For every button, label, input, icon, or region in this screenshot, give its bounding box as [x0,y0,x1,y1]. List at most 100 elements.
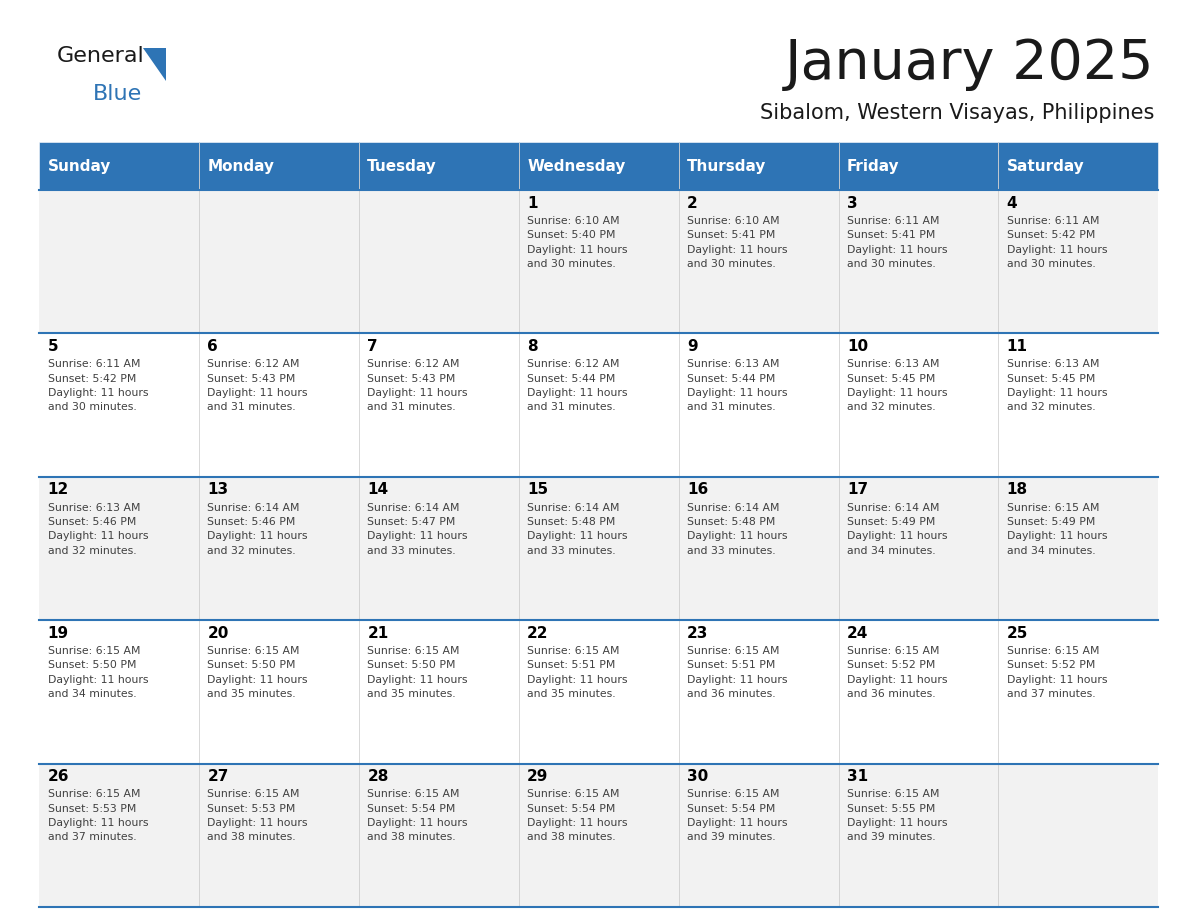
Text: Friday: Friday [847,159,899,174]
Text: 25: 25 [1006,626,1028,641]
Text: Sunrise: 6:13 AM
Sunset: 5:45 PM
Daylight: 11 hours
and 32 minutes.: Sunrise: 6:13 AM Sunset: 5:45 PM Dayligh… [847,359,947,412]
Bar [678,621,839,764]
Bar [519,476,678,621]
Bar [678,764,839,907]
Text: Sunrise: 6:11 AM
Sunset: 5:42 PM
Daylight: 11 hours
and 30 minutes.: Sunrise: 6:11 AM Sunset: 5:42 PM Dayligh… [1006,216,1107,269]
Bar [839,142,998,190]
Text: 12: 12 [48,482,69,498]
Text: 10: 10 [847,339,868,354]
Bar [200,333,359,476]
Bar [200,190,359,333]
Text: Sunrise: 6:14 AM
Sunset: 5:49 PM
Daylight: 11 hours
and 34 minutes.: Sunrise: 6:14 AM Sunset: 5:49 PM Dayligh… [847,502,947,555]
Text: 13: 13 [208,482,228,498]
Bar [39,764,200,907]
Text: 24: 24 [847,626,868,641]
Bar [519,333,678,476]
Text: Sunrise: 6:14 AM
Sunset: 5:48 PM
Daylight: 11 hours
and 33 minutes.: Sunrise: 6:14 AM Sunset: 5:48 PM Dayligh… [687,502,788,555]
Bar [839,333,998,476]
Text: Sunday: Sunday [48,159,110,174]
Text: 2: 2 [687,196,697,210]
Text: Sunrise: 6:13 AM
Sunset: 5:46 PM
Daylight: 11 hours
and 32 minutes.: Sunrise: 6:13 AM Sunset: 5:46 PM Dayligh… [48,502,148,555]
Text: 22: 22 [527,626,549,641]
Text: 27: 27 [208,769,229,784]
Text: Blue: Blue [93,84,141,105]
Text: 21: 21 [367,626,388,641]
Bar [678,333,839,476]
Text: Sunrise: 6:11 AM
Sunset: 5:41 PM
Daylight: 11 hours
and 30 minutes.: Sunrise: 6:11 AM Sunset: 5:41 PM Dayligh… [847,216,947,269]
Bar [39,476,200,621]
Text: Sunrise: 6:15 AM
Sunset: 5:51 PM
Daylight: 11 hours
and 35 minutes.: Sunrise: 6:15 AM Sunset: 5:51 PM Dayligh… [527,646,627,700]
Text: 8: 8 [527,339,538,354]
Bar [519,142,678,190]
Text: Sunrise: 6:15 AM
Sunset: 5:50 PM
Daylight: 11 hours
and 35 minutes.: Sunrise: 6:15 AM Sunset: 5:50 PM Dayligh… [367,646,468,700]
Text: 31: 31 [847,769,868,784]
Bar [678,142,839,190]
Bar [39,333,200,476]
Bar [839,190,998,333]
Text: Sunrise: 6:15 AM
Sunset: 5:53 PM
Daylight: 11 hours
and 38 minutes.: Sunrise: 6:15 AM Sunset: 5:53 PM Dayligh… [208,789,308,843]
Bar [839,621,998,764]
Bar [359,190,519,333]
Text: Sunrise: 6:14 AM
Sunset: 5:46 PM
Daylight: 11 hours
and 32 minutes.: Sunrise: 6:14 AM Sunset: 5:46 PM Dayligh… [208,502,308,555]
Text: 15: 15 [527,482,548,498]
Text: 9: 9 [687,339,697,354]
Text: General: General [57,46,145,66]
Text: Sunrise: 6:15 AM
Sunset: 5:54 PM
Daylight: 11 hours
and 38 minutes.: Sunrise: 6:15 AM Sunset: 5:54 PM Dayligh… [367,789,468,843]
Text: Wednesday: Wednesday [527,159,626,174]
Text: Sunrise: 6:15 AM
Sunset: 5:50 PM
Daylight: 11 hours
and 35 minutes.: Sunrise: 6:15 AM Sunset: 5:50 PM Dayligh… [208,646,308,700]
Text: 16: 16 [687,482,708,498]
Text: 29: 29 [527,769,549,784]
Bar [839,764,998,907]
Text: 3: 3 [847,196,858,210]
Text: 30: 30 [687,769,708,784]
Bar [359,333,519,476]
Text: Sunrise: 6:11 AM
Sunset: 5:42 PM
Daylight: 11 hours
and 30 minutes.: Sunrise: 6:11 AM Sunset: 5:42 PM Dayligh… [48,359,148,412]
Text: Sunrise: 6:15 AM
Sunset: 5:53 PM
Daylight: 11 hours
and 37 minutes.: Sunrise: 6:15 AM Sunset: 5:53 PM Dayligh… [48,789,148,843]
Text: Sunrise: 6:13 AM
Sunset: 5:45 PM
Daylight: 11 hours
and 32 minutes.: Sunrise: 6:13 AM Sunset: 5:45 PM Dayligh… [1006,359,1107,412]
Text: Sunrise: 6:12 AM
Sunset: 5:43 PM
Daylight: 11 hours
and 31 minutes.: Sunrise: 6:12 AM Sunset: 5:43 PM Dayligh… [367,359,468,412]
Bar [200,476,359,621]
Text: Sunrise: 6:12 AM
Sunset: 5:43 PM
Daylight: 11 hours
and 31 minutes.: Sunrise: 6:12 AM Sunset: 5:43 PM Dayligh… [208,359,308,412]
Bar [39,142,200,190]
Text: January 2025: January 2025 [785,37,1155,91]
Text: Sunrise: 6:15 AM
Sunset: 5:49 PM
Daylight: 11 hours
and 34 minutes.: Sunrise: 6:15 AM Sunset: 5:49 PM Dayligh… [1006,502,1107,555]
Text: Sunrise: 6:14 AM
Sunset: 5:47 PM
Daylight: 11 hours
and 33 minutes.: Sunrise: 6:14 AM Sunset: 5:47 PM Dayligh… [367,502,468,555]
Text: Thursday: Thursday [687,159,766,174]
Bar [39,621,200,764]
Text: Saturday: Saturday [1006,159,1085,174]
Text: 14: 14 [367,482,388,498]
Text: 1: 1 [527,196,538,210]
Text: Sunrise: 6:15 AM
Sunset: 5:54 PM
Daylight: 11 hours
and 38 minutes.: Sunrise: 6:15 AM Sunset: 5:54 PM Dayligh… [527,789,627,843]
Bar [200,764,359,907]
Bar [519,621,678,764]
Text: Sunrise: 6:12 AM
Sunset: 5:44 PM
Daylight: 11 hours
and 31 minutes.: Sunrise: 6:12 AM Sunset: 5:44 PM Dayligh… [527,359,627,412]
Text: 4: 4 [1006,196,1017,210]
Text: 7: 7 [367,339,378,354]
Text: 23: 23 [687,626,708,641]
Text: 28: 28 [367,769,388,784]
Text: Sunrise: 6:15 AM
Sunset: 5:51 PM
Daylight: 11 hours
and 36 minutes.: Sunrise: 6:15 AM Sunset: 5:51 PM Dayligh… [687,646,788,700]
Text: 6: 6 [208,339,219,354]
Text: Sunrise: 6:15 AM
Sunset: 5:55 PM
Daylight: 11 hours
and 39 minutes.: Sunrise: 6:15 AM Sunset: 5:55 PM Dayligh… [847,789,947,843]
Bar [998,764,1158,907]
Bar [359,476,519,621]
Bar [998,621,1158,764]
Bar [998,476,1158,621]
Text: Sunrise: 6:15 AM
Sunset: 5:54 PM
Daylight: 11 hours
and 39 minutes.: Sunrise: 6:15 AM Sunset: 5:54 PM Dayligh… [687,789,788,843]
Text: Monday: Monday [208,159,274,174]
Text: 26: 26 [48,769,69,784]
Bar [678,476,839,621]
Text: Sunrise: 6:15 AM
Sunset: 5:50 PM
Daylight: 11 hours
and 34 minutes.: Sunrise: 6:15 AM Sunset: 5:50 PM Dayligh… [48,646,148,700]
Text: Sunrise: 6:14 AM
Sunset: 5:48 PM
Daylight: 11 hours
and 33 minutes.: Sunrise: 6:14 AM Sunset: 5:48 PM Dayligh… [527,502,627,555]
Bar [998,190,1158,333]
Text: 19: 19 [48,626,69,641]
Text: 17: 17 [847,482,868,498]
Bar [359,621,519,764]
Text: 20: 20 [208,626,229,641]
Text: Sunrise: 6:15 AM
Sunset: 5:52 PM
Daylight: 11 hours
and 37 minutes.: Sunrise: 6:15 AM Sunset: 5:52 PM Dayligh… [1006,646,1107,700]
Text: Sibalom, Western Visayas, Philippines: Sibalom, Western Visayas, Philippines [760,103,1155,123]
Bar [839,476,998,621]
Text: 5: 5 [48,339,58,354]
Bar [200,142,359,190]
Bar [519,190,678,333]
